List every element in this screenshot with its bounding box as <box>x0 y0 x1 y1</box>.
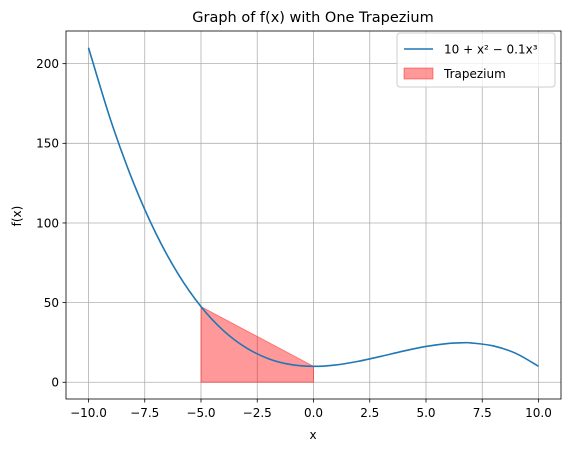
legend-trapezium-swatch <box>403 67 434 80</box>
y-axis-ticks: 0 50 100 150 200 <box>36 57 66 390</box>
x-tick-label: 0.0 <box>304 406 323 420</box>
y-axis-label: f(x) <box>10 206 24 227</box>
chart-title: Graph of f(x) with One Trapezium <box>192 10 433 26</box>
y-tick-label: 150 <box>36 137 59 151</box>
legend-series-label: 10 + x² − 0.1x³ <box>444 43 538 57</box>
x-axis-ticks: −10.0 −7.5 −5.0 −2.5 0.0 2.5 5.0 7.5 10.0 <box>70 399 552 420</box>
x-tick-label: 10.0 <box>525 406 552 420</box>
y-tick-label: 200 <box>36 57 59 71</box>
series-line <box>87 47 539 368</box>
x-tick-label: −2.5 <box>243 406 272 420</box>
legend: 10 + x² − 0.1x³ Trapezium <box>396 32 556 88</box>
grid-lines <box>66 31 561 399</box>
legend-trapezium-label: Trapezium <box>443 67 506 81</box>
y-tick-label: 0 <box>51 376 59 390</box>
x-tick-label: −10.0 <box>70 406 107 420</box>
y-tick-label: 100 <box>36 216 59 230</box>
series-lines <box>87 47 539 368</box>
x-tick-label: 5.0 <box>416 406 435 420</box>
x-axis-label: x <box>309 428 316 442</box>
x-tick-label: 7.5 <box>473 406 492 420</box>
x-tick-label: 2.5 <box>360 406 379 420</box>
x-tick-label: −7.5 <box>130 406 159 420</box>
y-tick-label: 50 <box>44 296 59 310</box>
x-tick-label: −5.0 <box>186 406 215 420</box>
legend-box <box>396 32 556 88</box>
